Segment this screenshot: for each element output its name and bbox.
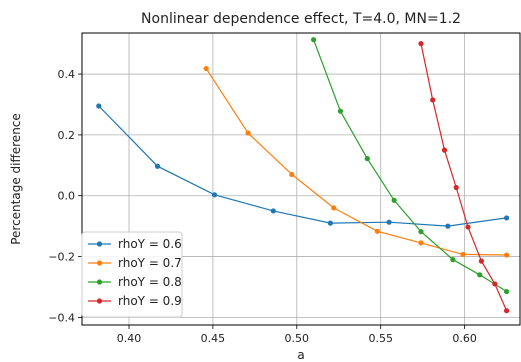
data-point [478, 258, 485, 264]
series-lines [96, 37, 510, 314]
series-line [420, 43, 508, 311]
legend-marker [96, 279, 103, 285]
data-point [374, 228, 380, 234]
legend-label: rhoY = 0.9 [118, 294, 182, 308]
chart-title: Nonlinear dependence effect, T=4.0, MN=1… [141, 11, 461, 27]
legend-marker [96, 241, 103, 247]
series-line [313, 39, 507, 293]
legend-label: rhoY = 0.6 [118, 237, 182, 251]
data-point [418, 240, 424, 246]
legend-item: rhoY = 0.6 [88, 237, 182, 251]
data-point [154, 163, 161, 169]
legend-item: rhoY = 0.9 [88, 294, 182, 308]
data-point [503, 215, 510, 221]
series-3 [310, 37, 510, 295]
data-point [460, 251, 466, 258]
data-point [503, 252, 510, 258]
legend-item: rhoY = 0.8 [88, 275, 182, 289]
y-tick-label: 0.2 [58, 129, 76, 142]
data-point [327, 220, 333, 226]
data-point [492, 281, 498, 287]
legend-marker [96, 260, 103, 266]
data-point [391, 197, 397, 203]
plot-frame [81, 32, 521, 326]
data-point [310, 37, 317, 43]
x-tick-label: 0.55 [368, 332, 393, 345]
y-tick-label: 0.0 [58, 190, 76, 203]
data-point [364, 156, 370, 162]
x-tick-label: 0.60 [452, 332, 477, 345]
series-4 [418, 41, 510, 314]
data-point [211, 192, 218, 198]
y-axis-ticks: −0.4 −0.2 0.0 0.2 0.4 [48, 68, 82, 324]
data-point [245, 130, 251, 136]
data-point [96, 103, 102, 109]
x-tick-label: 0.50 [285, 332, 310, 345]
data-point [331, 205, 337, 211]
data-point [289, 171, 295, 178]
y-tick-label: −0.4 [48, 311, 75, 324]
data-point [270, 208, 276, 214]
legend-label: rhoY = 0.8 [118, 275, 182, 289]
legend-item: rhoY = 0.7 [88, 256, 182, 270]
y-tick-label: −0.2 [48, 251, 75, 264]
data-point [418, 229, 424, 235]
data-point [386, 219, 392, 225]
data-point [203, 65, 209, 72]
data-point [503, 288, 510, 295]
data-point [477, 272, 483, 278]
y-axis-label: Percentage difference [9, 113, 23, 245]
legend-marker [96, 298, 103, 304]
legend-label: rhoY = 0.7 [118, 256, 182, 270]
series-line [205, 68, 507, 256]
data-point [445, 223, 451, 229]
data-point [465, 224, 471, 230]
y-tick-label: 0.4 [58, 68, 76, 81]
legend: rhoY = 0.6 rhoY = 0.7 rhoY = 0.8 rhoY = 0.9 [81, 231, 183, 318]
legend-box [81, 231, 183, 318]
series-line [98, 105, 507, 227]
data-point [430, 97, 436, 103]
data-point [453, 184, 459, 191]
x-axis-label: a [297, 348, 304, 362]
series-2 [203, 65, 510, 258]
data-point [418, 41, 424, 47]
x-tick-label: 0.40 [117, 332, 142, 345]
x-axis-ticks: 0.40 0.45 0.50 0.55 0.60 [117, 325, 477, 345]
series-1 [96, 103, 510, 229]
data-point [441, 147, 448, 153]
data-point [450, 257, 456, 263]
x-tick-label: 0.45 [201, 332, 226, 345]
data-point [503, 308, 510, 314]
data-point [337, 108, 344, 114]
